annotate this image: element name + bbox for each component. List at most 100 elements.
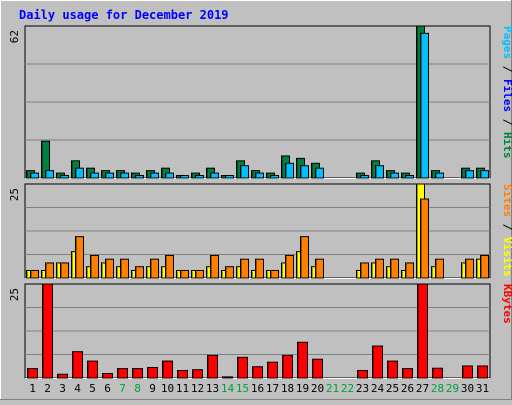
bar-kbytes-day-4: [72, 351, 83, 379]
bar-files-day-15: [240, 165, 249, 179]
bar-kbytes-day-27: [417, 283, 428, 379]
panel-pages_files_hits: 62: [8, 25, 491, 179]
x-tick-label-day-10: 10: [161, 382, 174, 395]
bar-kbytes-day-19: [297, 341, 308, 379]
bar-kbytes-day-5: [87, 360, 98, 379]
bar-kbytes-day-2: [42, 283, 53, 379]
bar-kbytes-day-16: [252, 366, 263, 379]
bar-sites-day-17: [270, 269, 279, 279]
bar-files-day-9: [150, 172, 159, 179]
legend-item-hits: Hits: [501, 132, 512, 159]
x-tick-label-day-4: 4: [74, 382, 81, 395]
bar-sites-day-11: [180, 269, 189, 279]
bar-files-day-27: [420, 32, 429, 179]
bar-sites-day-26: [405, 262, 414, 279]
bar-kbytes-day-15: [237, 356, 248, 379]
bar-sites-day-7: [120, 258, 129, 279]
bar-kbytes-day-7: [117, 368, 128, 379]
bar-sites-day-28: [435, 258, 444, 279]
x-tick-label-day-11: 11: [176, 382, 189, 395]
bar-sites-day-16: [255, 258, 264, 279]
legend-item-files: Files: [501, 79, 512, 112]
bar-sites-day-23: [360, 262, 369, 279]
x-tick-label-day-18: 18: [281, 382, 294, 395]
legend-item-sites: Sites: [501, 184, 512, 217]
bar-sites-day-20: [315, 258, 324, 279]
x-tick-label-day-3: 3: [59, 382, 66, 395]
bar-kbytes-day-6: [102, 372, 113, 379]
legend-pages_files_hits: Pages / Files / Hits: [501, 26, 512, 159]
bar-files-day-14: [225, 175, 234, 179]
bar-files-day-25: [390, 172, 399, 179]
bar-kbytes-day-17: [267, 361, 278, 379]
bar-kbytes-day-8: [132, 368, 143, 379]
bar-files-day-2: [45, 170, 54, 179]
bar-files-day-13: [210, 172, 219, 179]
x-tick-label-day-8: 8: [134, 382, 141, 395]
bar-files-day-10: [165, 172, 174, 179]
bar-files-day-20: [315, 167, 324, 179]
bar-files-day-17: [270, 175, 279, 179]
bar-sites-day-30: [465, 258, 474, 279]
plots-group: 62 25 25: [8, 25, 491, 379]
x-tick-label-day-12: 12: [191, 382, 204, 395]
x-tick-label-day-23: 23: [356, 382, 369, 395]
bar-sites-day-31: [480, 254, 489, 279]
bar-files-day-11: [180, 175, 189, 179]
panel-sites_visits: 25: [8, 183, 491, 279]
bar-files-day-7: [120, 172, 129, 179]
bar-sites-day-3: [60, 262, 69, 279]
legend-separator: /: [501, 112, 512, 132]
bar-sites-day-19: [300, 236, 309, 279]
x-tick-label-day-6: 6: [104, 382, 111, 395]
legend-separator: /: [501, 217, 512, 237]
bar-files-day-31: [480, 170, 489, 179]
y-axis-max-label: 25: [8, 188, 21, 201]
bar-files-day-3: [60, 175, 69, 179]
bar-kbytes-day-26: [402, 368, 413, 379]
x-tick-label-day-31: 31: [476, 382, 489, 395]
x-tick-label-day-26: 26: [401, 382, 414, 395]
bar-kbytes-day-30: [462, 365, 473, 379]
bar-files-day-5: [90, 172, 99, 179]
legend-item-visits: Visits: [501, 237, 512, 277]
x-axis-labels: 1 2 3 4 5 6 7 8 9 10 11 12 13 14 15 16 17 18 19 20 21 22 23 24 2…: [29, 382, 489, 395]
x-tick-label-day-5: 5: [89, 382, 96, 395]
bar-kbytes-day-25: [387, 360, 398, 379]
bar-sites-day-14: [225, 266, 234, 279]
x-tick-label-day-2: 2: [44, 382, 51, 395]
bar-files-day-8: [135, 175, 144, 179]
bar-sites-day-12: [195, 269, 204, 279]
legend-item-pages: Pages: [501, 26, 512, 59]
bar-files-day-19: [300, 165, 309, 179]
x-tick-label-day-1: 1: [29, 382, 36, 395]
bar-sites-day-25: [390, 258, 399, 279]
x-tick-label-day-19: 19: [296, 382, 309, 395]
bar-sites-day-9: [150, 258, 159, 279]
bar-kbytes-day-31: [477, 365, 488, 379]
bar-sites-day-24: [375, 258, 384, 279]
y-axis-max-label: 25: [8, 288, 21, 301]
bar-kbytes-day-10: [162, 360, 173, 379]
x-tick-label-day-20: 20: [311, 382, 324, 395]
x-tick-label-day-25: 25: [386, 382, 399, 395]
x-tick-label-day-7: 7: [119, 382, 126, 395]
bar-files-day-1: [30, 172, 39, 179]
bar-files-day-28: [435, 172, 444, 179]
x-tick-label-day-13: 13: [206, 382, 219, 395]
x-tick-label-day-27: 27: [416, 382, 429, 395]
panel-kbytes: 25: [8, 283, 491, 379]
legends-group: Pages / Files / Hits Sites / Visits KBytes: [501, 26, 512, 324]
x-tick-label-day-16: 16: [251, 382, 264, 395]
x-tick-label-day-21: 21: [326, 382, 339, 395]
bar-sites-day-27: [420, 198, 429, 279]
bar-sites-day-2: [45, 262, 54, 279]
x-tick-label-day-17: 17: [266, 382, 279, 395]
bar-sites-day-6: [105, 258, 114, 279]
x-tick-label-day-15: 15: [236, 382, 249, 395]
bar-files-day-12: [195, 175, 204, 179]
bar-sites-day-5: [90, 254, 99, 279]
legend-item-kbytes: KBytes: [501, 284, 512, 324]
bar-kbytes-day-9: [147, 366, 158, 379]
